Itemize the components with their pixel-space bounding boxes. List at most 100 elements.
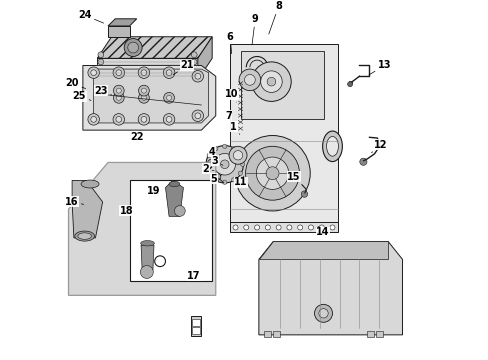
Circle shape <box>113 114 124 125</box>
Text: 23: 23 <box>94 86 111 96</box>
Circle shape <box>163 93 174 103</box>
Circle shape <box>140 266 153 279</box>
Text: 2: 2 <box>202 163 214 174</box>
Circle shape <box>260 71 282 93</box>
Circle shape <box>166 117 172 122</box>
Bar <box>192 319 200 326</box>
Circle shape <box>205 145 243 183</box>
Polygon shape <box>97 37 212 58</box>
Circle shape <box>207 159 215 167</box>
Ellipse shape <box>75 231 94 241</box>
Circle shape <box>222 180 226 184</box>
Circle shape <box>174 206 185 216</box>
Circle shape <box>191 52 197 58</box>
Polygon shape <box>97 58 198 80</box>
Circle shape <box>240 162 244 166</box>
Polygon shape <box>165 180 183 216</box>
Polygon shape <box>108 19 137 26</box>
Polygon shape <box>82 66 215 130</box>
Circle shape <box>256 157 288 189</box>
Circle shape <box>192 71 203 82</box>
Text: 6: 6 <box>226 32 233 54</box>
Circle shape <box>239 69 260 91</box>
Circle shape <box>166 70 172 76</box>
Circle shape <box>265 167 279 180</box>
Text: 14: 14 <box>315 226 329 238</box>
Circle shape <box>195 113 200 119</box>
Polygon shape <box>198 37 212 80</box>
Bar <box>366 331 373 337</box>
Polygon shape <box>141 245 154 270</box>
Polygon shape <box>108 26 129 37</box>
Circle shape <box>204 162 208 166</box>
Polygon shape <box>72 180 102 238</box>
Text: 12: 12 <box>371 140 387 153</box>
Circle shape <box>138 114 149 125</box>
Circle shape <box>319 225 324 230</box>
Text: 16: 16 <box>64 197 83 207</box>
Text: 5: 5 <box>210 174 222 184</box>
Circle shape <box>233 150 242 160</box>
Circle shape <box>266 77 275 86</box>
Text: 9: 9 <box>251 14 258 45</box>
Circle shape <box>214 153 235 175</box>
Circle shape <box>234 135 309 211</box>
Circle shape <box>265 225 270 230</box>
Circle shape <box>141 117 146 122</box>
Circle shape <box>276 225 281 230</box>
Text: 19: 19 <box>147 186 161 196</box>
Circle shape <box>228 146 246 164</box>
Circle shape <box>138 93 149 103</box>
Text: 7: 7 <box>224 111 231 121</box>
Circle shape <box>244 75 255 85</box>
Circle shape <box>113 67 124 78</box>
Circle shape <box>116 95 121 100</box>
Ellipse shape <box>78 233 91 239</box>
Circle shape <box>113 93 124 103</box>
Circle shape <box>231 177 235 182</box>
Circle shape <box>116 70 122 76</box>
Circle shape <box>244 225 248 230</box>
Ellipse shape <box>169 181 180 187</box>
Circle shape <box>91 117 96 122</box>
Circle shape <box>113 85 124 96</box>
Circle shape <box>91 70 96 76</box>
Circle shape <box>191 59 197 65</box>
Polygon shape <box>241 51 323 120</box>
Circle shape <box>141 95 146 100</box>
Bar <box>129 180 212 281</box>
Circle shape <box>88 114 99 125</box>
Ellipse shape <box>81 180 99 188</box>
Text: 21: 21 <box>173 60 193 75</box>
Text: 20: 20 <box>65 78 85 89</box>
Circle shape <box>124 39 142 57</box>
Text: 8: 8 <box>268 1 282 34</box>
Bar <box>264 331 271 337</box>
Circle shape <box>98 52 103 58</box>
Circle shape <box>116 117 122 122</box>
Text: 15: 15 <box>287 172 300 182</box>
Circle shape <box>206 153 211 157</box>
Ellipse shape <box>322 131 342 162</box>
Polygon shape <box>348 81 351 84</box>
Text: 22: 22 <box>130 132 143 142</box>
Circle shape <box>88 67 99 78</box>
Circle shape <box>163 114 175 125</box>
Circle shape <box>213 173 221 180</box>
Text: 24: 24 <box>78 10 103 23</box>
Circle shape <box>116 88 121 93</box>
Circle shape <box>251 62 290 102</box>
Circle shape <box>301 191 307 197</box>
Polygon shape <box>94 69 208 123</box>
Text: 18: 18 <box>120 206 133 216</box>
Text: 10: 10 <box>224 89 238 102</box>
Circle shape <box>238 153 242 157</box>
Circle shape <box>286 225 291 230</box>
Text: 25: 25 <box>72 91 91 101</box>
Circle shape <box>245 146 299 200</box>
Bar <box>273 331 280 337</box>
Circle shape <box>138 85 149 96</box>
Bar <box>375 331 382 337</box>
Ellipse shape <box>141 240 154 246</box>
Circle shape <box>231 147 235 151</box>
